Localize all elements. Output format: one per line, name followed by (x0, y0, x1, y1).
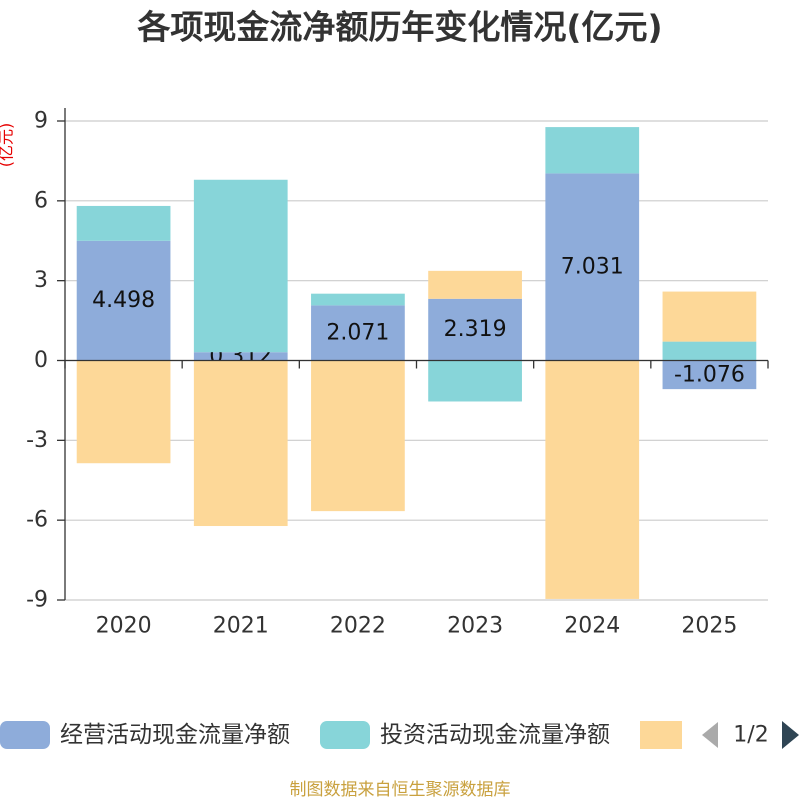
data-label-2023: 2.319 (444, 317, 507, 342)
bar-2025-series-2 (662, 341, 757, 361)
x-tick-labels: 2020 2021 2022 2023 2024 2025 (96, 614, 738, 639)
legend-item-investing[interactable]: 投资活动现金流量净额 (320, 721, 610, 749)
chart-title: 各项现金流净额历年变化情况(亿元) (136, 8, 662, 47)
bar-2023-series-1 (428, 298, 522, 361)
bar-2025-series-1 (662, 360, 757, 390)
series-1-bars (76, 173, 757, 390)
x-tick-label-2024: 2024 (564, 614, 620, 639)
y-tick-label: 6 (34, 188, 48, 213)
bar-2024-series-1 (545, 173, 640, 361)
legend-pager: 1/2 (702, 721, 799, 749)
bar-2020-series-2 (76, 205, 171, 241)
bar-2021-series-2 (193, 179, 288, 353)
bar-2022-series-3 (311, 360, 405, 512)
x-tick-label-2022: 2022 (330, 614, 386, 639)
legend-next-arrow-icon[interactable] (782, 721, 799, 749)
y-tick-label: 0 (34, 348, 48, 373)
legend-prev-arrow-icon[interactable] (702, 722, 718, 748)
legend-item-third[interactable] (640, 721, 682, 749)
legend-swatch-third (640, 721, 682, 749)
bar-2023-series-3 (428, 270, 522, 299)
legend-label-investing: 投资活动现金流量净额 (380, 722, 610, 748)
y-axis-label: (亿元) (0, 123, 16, 168)
bar-2021-series-3 (193, 360, 288, 527)
y-tick-label: 3 (34, 268, 48, 293)
bar-2024-series-2 (545, 127, 640, 174)
bar-2022-series-1 (311, 305, 405, 361)
bar-2021-series-1 (193, 352, 288, 361)
legend-label-operating: 经营活动现金流量净额 (60, 722, 290, 748)
bar-2020-series-1 (76, 240, 171, 361)
series-2-bars (76, 127, 757, 402)
bar-2022-series-2 (311, 293, 405, 306)
series-3-bars (76, 270, 757, 599)
x-tick-label-2023: 2023 (447, 614, 503, 639)
data-label-2022: 2.071 (326, 320, 389, 345)
legend-page-indicator: 1/2 (733, 723, 768, 748)
y-tick-label: -9 (26, 588, 48, 613)
axes (57, 108, 769, 601)
bar-2020-series-3 (76, 360, 171, 464)
y-tick-label: -6 (26, 508, 48, 533)
y-tick-label: -3 (26, 428, 48, 453)
source-footer: 制图数据来自恒生聚源数据库 (290, 780, 511, 800)
legend: 经营活动现金流量净额 投资活动现金流量净额 1/2 (0, 721, 799, 749)
legend-swatch-investing (320, 721, 370, 749)
data-label-2020: 4.498 (92, 288, 155, 313)
bar-2025-series-3 (662, 291, 757, 342)
x-tick-label-2025: 2025 (681, 614, 737, 639)
bar-2023-series-2 (428, 360, 522, 402)
data-label-2024: 7.031 (561, 254, 624, 279)
x-tick-label-2020: 2020 (96, 614, 152, 639)
legend-swatch-operating (0, 721, 50, 749)
y-tick-label: 9 (34, 109, 48, 134)
x-tick-label-2021: 2021 (213, 614, 269, 639)
data-label-2025: -1.076 (674, 362, 745, 387)
legend-item-operating[interactable]: 经营活动现金流量净额 (0, 721, 290, 749)
y-tick-labels: 9 6 3 0 -3 -6 -9 (26, 109, 48, 613)
bar-2024-series-3 (545, 360, 640, 599)
